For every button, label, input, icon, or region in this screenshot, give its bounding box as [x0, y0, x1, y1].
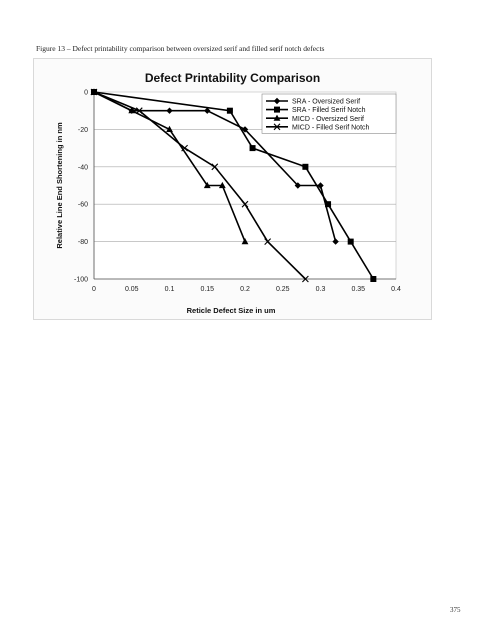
data-point-series-1 [204, 107, 211, 114]
data-point-series-2 [325, 201, 332, 208]
data-point-series-2 [347, 238, 354, 245]
legend-marker [273, 123, 281, 131]
x-tick-labels: 0 0.05 0.1 0.15 0.2 0.25 0.3 0.35 0.4 [92, 286, 401, 293]
y-tick-label: 0 [84, 90, 88, 97]
legend-marker [273, 97, 281, 105]
x-tick-label: 0.2 [240, 286, 250, 293]
legend-entry-label: MICD - Filled Serif Notch [292, 124, 370, 131]
y-tick-label: -80 [78, 239, 88, 246]
x-marker-stroke [135, 107, 143, 115]
data-point-series-1 [332, 238, 339, 245]
x-tick-label: 0.25 [276, 286, 290, 293]
y-tick-label: -60 [78, 202, 88, 209]
data-point-series-2 [370, 276, 377, 282]
data-point-series-4 [211, 163, 219, 171]
series-markers [90, 88, 377, 283]
x-tick-label: 0.3 [316, 286, 326, 293]
data-point-series-2 [249, 145, 256, 152]
x-marker-stroke [90, 88, 98, 96]
x-axis-label: Reticle Defect Size in um [187, 306, 276, 315]
data-point-series-4 [264, 238, 272, 245]
legend-entry-label: SRA - Oversized Serif [292, 99, 360, 106]
figure-caption: Figure 13 – Defect printability comparis… [36, 44, 325, 53]
x-tick-label: 0.4 [391, 286, 401, 293]
x-tick-label: 0 [92, 286, 96, 293]
data-point-series-4 [241, 200, 249, 208]
x-marker-stroke [302, 275, 309, 283]
x-tick-label: 0.15 [200, 286, 214, 293]
x-marker-stroke [241, 200, 249, 208]
x-marker-stroke [273, 123, 281, 131]
x-marker-stroke [211, 163, 219, 171]
data-point-series-4 [90, 88, 98, 96]
data-point-series-4 [302, 275, 309, 283]
data-point-series-1 [241, 126, 249, 133]
x-marker-stroke [264, 238, 272, 245]
data-point-series-2 [226, 107, 233, 114]
axes: Relative Line End Shortening in nm [55, 92, 396, 280]
data-point-series-1 [166, 107, 173, 114]
data-point-series-3 [203, 181, 211, 189]
y-tick-label: -20 [78, 127, 88, 134]
data-point-series-3 [218, 181, 226, 189]
legend-entry-label: SRA - Filled Serif Notch [292, 107, 366, 114]
data-point-series-3 [241, 238, 249, 245]
data-point-series-3 [128, 107, 136, 114]
y-axis-label: Relative Line End Shortening in nm [55, 122, 64, 249]
data-point-series-3 [166, 125, 173, 132]
data-point-series-4 [135, 107, 143, 115]
x-tick-label: 0.35 [351, 286, 365, 293]
legend-marker [273, 114, 281, 121]
y-tick-label: -40 [78, 164, 88, 171]
y-tick-labels: 0 -20 -40 -60 -80 -100 [74, 90, 88, 284]
page-number: 375 [450, 606, 461, 614]
chart-title: Defect Printability Comparison [144, 71, 321, 85]
x-tick-label: 0.05 [125, 286, 139, 293]
legend-marker [274, 106, 280, 113]
series-line-3 [93, 91, 246, 242]
line-chart: Relative Line End Shortening in nm 0 0.05… [55, 88, 401, 315]
data-point-series-4 [181, 144, 188, 152]
y-tick-label: -100 [74, 277, 88, 284]
legend-entry-label: MICD - Oversized Serif [292, 116, 364, 123]
chart-frame: Defect Printability Comparison Relative … [33, 58, 432, 320]
data-point-series-2 [302, 163, 309, 170]
x-tick-label: 0.1 [165, 286, 175, 293]
x-marker-stroke [181, 144, 188, 152]
